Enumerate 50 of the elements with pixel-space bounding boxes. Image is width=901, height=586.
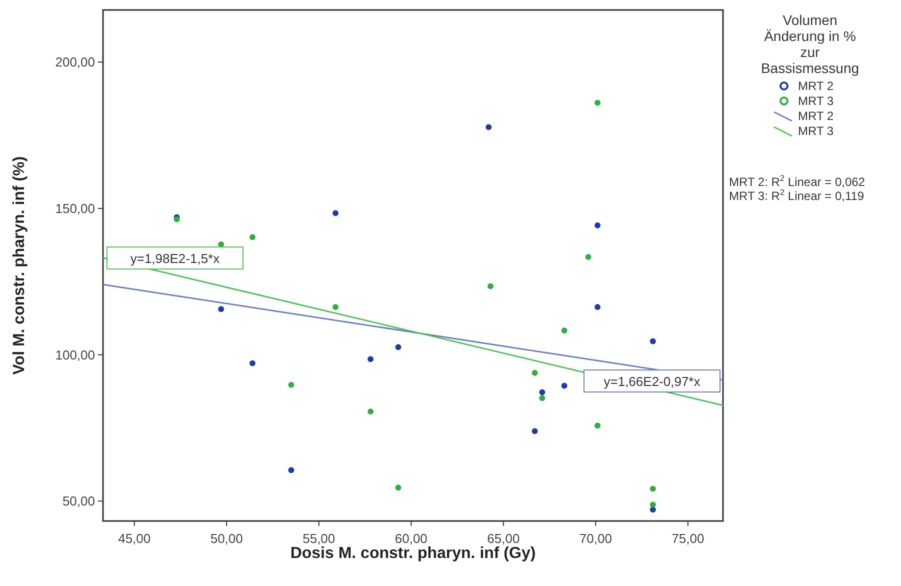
point	[539, 389, 546, 396]
x-tick-label: 75,00	[672, 531, 704, 546]
point	[288, 382, 294, 388]
point	[561, 382, 568, 389]
y-tick-label: 50,00	[62, 494, 95, 509]
text: MRT 3: R$^{2}$ Linear = 0,119	[729, 187, 864, 203]
point	[532, 370, 538, 376]
point	[218, 306, 224, 312]
point	[395, 344, 402, 350]
legend-label: MRT 3	[798, 124, 834, 138]
legend-label: MRT 2	[798, 79, 834, 93]
x-tick-label: 45,00	[118, 531, 151, 546]
x-tick-label: 70,00	[579, 531, 612, 546]
point	[368, 408, 374, 415]
point	[539, 395, 546, 402]
point	[585, 254, 592, 260]
point	[368, 356, 374, 362]
point	[561, 327, 568, 334]
point	[650, 486, 656, 492]
point	[488, 283, 494, 290]
point	[650, 338, 656, 344]
point	[249, 234, 256, 240]
point	[332, 210, 338, 216]
text: MRT 2: R$^{2}$ Linear = 0,062	[729, 173, 866, 189]
point	[594, 100, 601, 106]
y-axis-title: Vol M. constr. pharyn. inf (%)	[11, 156, 28, 375]
point	[532, 428, 538, 434]
x-tick-label: 65,00	[487, 531, 520, 546]
x-axis-title: Dosis M. constr. pharyn. inf (Gy)	[290, 545, 536, 562]
point	[249, 360, 256, 366]
y-tick-label: 100,00	[55, 347, 95, 362]
point	[650, 502, 656, 508]
point	[594, 422, 601, 429]
x-tick-label: 50,00	[210, 531, 243, 546]
point	[594, 304, 601, 310]
x-tick-label: 55,00	[302, 531, 336, 546]
point	[288, 467, 294, 474]
point	[395, 484, 402, 491]
annotation: y=1,66E2-0,97*x	[604, 374, 701, 389]
legend-label: MRT 3	[798, 94, 834, 108]
legend-label: MRT 2	[798, 109, 834, 123]
point	[650, 506, 656, 513]
x-tick-label: 60,00	[394, 531, 428, 546]
point	[594, 222, 601, 228]
y-tick-label: 200,00	[55, 54, 95, 70]
point	[486, 124, 492, 130]
y-tick-label: 150,00	[55, 200, 95, 216]
legend-title: Volumen Änderung in % zur Bassismessung	[760, 12, 860, 76]
annotation: y=1,98E2-1,5*x	[130, 251, 220, 266]
point	[332, 304, 338, 310]
